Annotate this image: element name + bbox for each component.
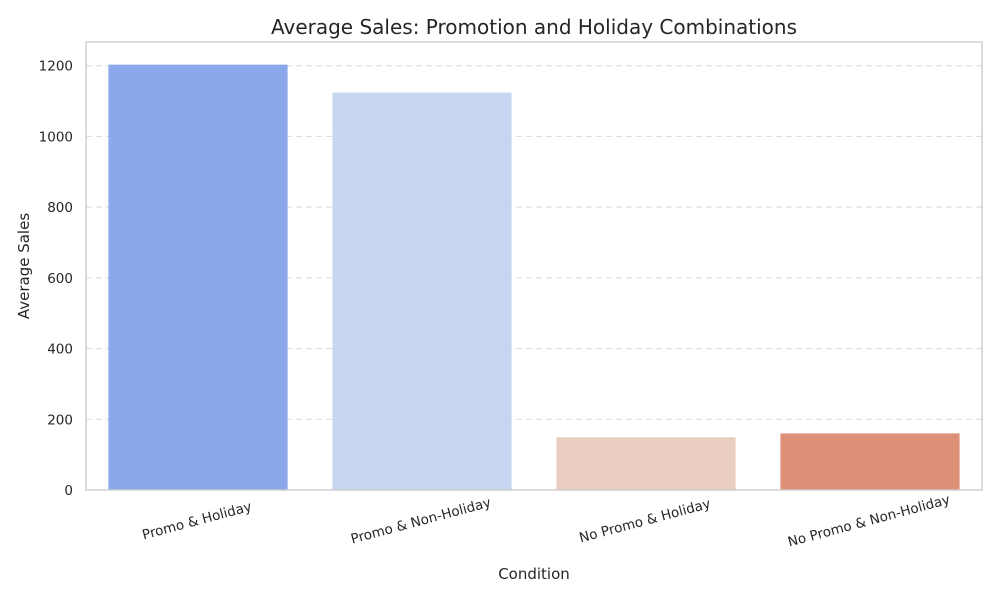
y-tick-label: 1200: [39, 59, 73, 75]
x-tick-label: No Promo & Holiday: [578, 496, 713, 546]
y-tick-label: 600: [47, 271, 73, 287]
x-tick-labels: Promo & Holiday Promo & Non-Holiday No Pro…: [140, 492, 951, 551]
plot-frame: [85, 41, 983, 491]
bar-3: [556, 437, 736, 490]
y-tick-label: 400: [47, 342, 73, 358]
y-tick-label: 0: [64, 483, 73, 499]
x-tick-label: Promo & Non-Holiday: [349, 495, 493, 548]
bars-group: [108, 64, 960, 491]
y-tick-label: 200: [47, 412, 73, 428]
bar-2: [332, 92, 512, 490]
y-tick-labels: 0 200 400 600 800 1000 1200: [39, 59, 73, 499]
y-tick-label: 1000: [39, 129, 73, 145]
x-axis-label: Condition: [498, 565, 570, 583]
bar-1: [108, 64, 288, 491]
y-tick-label: 800: [47, 200, 73, 216]
x-tick-label: Promo & Holiday: [140, 499, 253, 544]
bar-4: [780, 433, 960, 490]
chart-title: Average Sales: Promotion and Holiday Com…: [271, 15, 797, 39]
y-axis-label: Average Sales: [15, 213, 33, 319]
x-tick-label: No Promo & Non-Holiday: [786, 492, 952, 551]
